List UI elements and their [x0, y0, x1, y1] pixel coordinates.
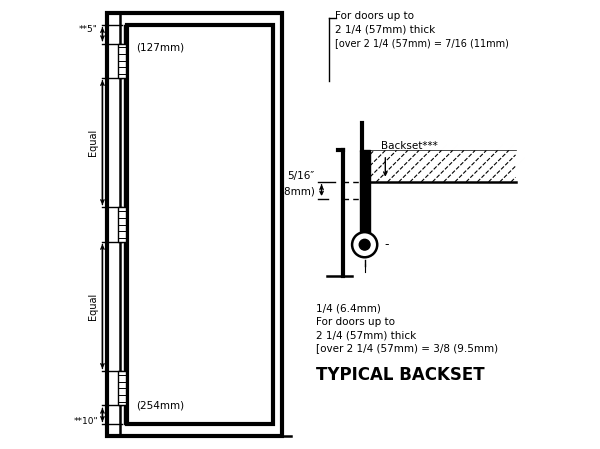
Bar: [127, 25, 273, 424]
Text: 2 1/4 (57mm) thick: 2 1/4 (57mm) thick: [335, 24, 435, 34]
Text: Backset***: Backset***: [381, 141, 437, 151]
Text: 2 1/4 (57mm) thick: 2 1/4 (57mm) thick: [316, 330, 416, 340]
Circle shape: [352, 232, 377, 257]
Text: [over 2 1/4 (57mm) = 3/8 (9.5mm): [over 2 1/4 (57mm) = 3/8 (9.5mm): [316, 343, 498, 353]
Text: Equal: Equal: [88, 293, 98, 320]
Bar: [118, 371, 126, 405]
Text: For doors up to: For doors up to: [316, 317, 395, 326]
Bar: [360, 150, 370, 233]
Text: TYPICAL BACKSET: TYPICAL BACKSET: [316, 366, 484, 384]
Text: (8mm): (8mm): [280, 186, 315, 196]
Text: -: -: [384, 238, 388, 251]
Bar: [370, 150, 515, 182]
Bar: [118, 44, 126, 78]
Bar: [107, 13, 282, 436]
Bar: [118, 207, 126, 242]
Text: 5/16″: 5/16″: [287, 171, 315, 181]
Text: **5": **5": [79, 25, 98, 34]
Text: Equal: Equal: [88, 129, 98, 156]
Text: 1/4 (6.4mm): 1/4 (6.4mm): [316, 303, 380, 313]
Text: (254mm): (254mm): [136, 401, 184, 411]
Text: **10": **10": [73, 417, 98, 426]
Text: [over 2 1/4 (57mm) = 7/16 (11mm): [over 2 1/4 (57mm) = 7/16 (11mm): [335, 38, 509, 48]
Circle shape: [359, 239, 370, 250]
Text: (127mm): (127mm): [136, 43, 184, 53]
Text: -: -: [341, 238, 346, 251]
Text: For doors up to: For doors up to: [335, 11, 414, 21]
